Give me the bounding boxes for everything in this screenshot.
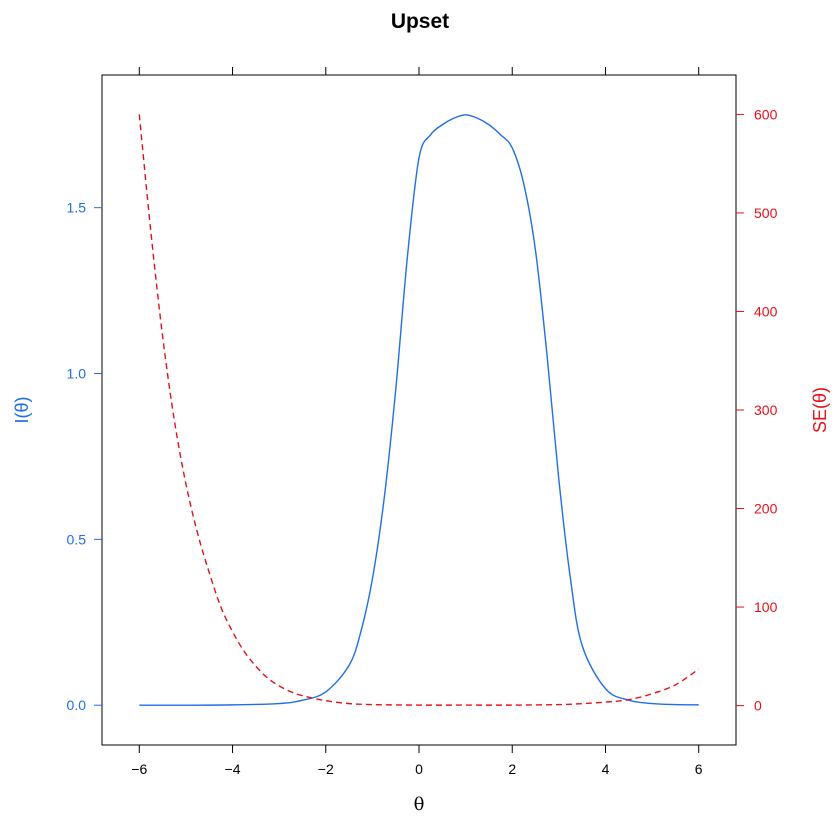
- y-tick-label-left: 1.5: [67, 200, 87, 216]
- y-tick-label-left: 0.0: [67, 697, 87, 713]
- y-tick-label-right: 600: [754, 106, 778, 122]
- y-axis-label-left: I(θ): [12, 397, 32, 424]
- y-tick-label-right: 100: [754, 599, 778, 615]
- plot-frame: [101, 74, 737, 746]
- x-tick-label: 2: [508, 761, 516, 777]
- x-tick-label: 6: [695, 761, 703, 777]
- x-tick-label: 4: [602, 761, 610, 777]
- y-tick-label-right: 300: [754, 402, 778, 418]
- series-layer: [138, 114, 700, 706]
- chart-title: Upset: [391, 10, 449, 33]
- series-line-se: [138, 114, 700, 706]
- y-tick-label-right: 500: [754, 205, 778, 221]
- x-tick-label: −4: [225, 761, 241, 777]
- y-tick-label-right: 200: [754, 501, 778, 517]
- y-tick-label-left: 1.0: [67, 366, 87, 382]
- x-axis-label: θ: [414, 794, 425, 815]
- y-tick-label-right: 400: [754, 303, 778, 319]
- x-tick-label: −2: [318, 761, 334, 777]
- x-tick-label: 0: [415, 761, 423, 777]
- y-tick-label-left: 0.5: [67, 531, 87, 547]
- axis-ticks: −6 −4 −2 0 2 4 6 0.0 0.5 1.0 1.5 0 100 200 300 400 500 60…: [67, 67, 778, 777]
- y-tick-label-right: 0: [754, 698, 762, 714]
- y-axis-label-right: SE(θ): [810, 387, 830, 433]
- series-line-information: [139, 114, 699, 706]
- x-tick-label: −6: [131, 761, 147, 777]
